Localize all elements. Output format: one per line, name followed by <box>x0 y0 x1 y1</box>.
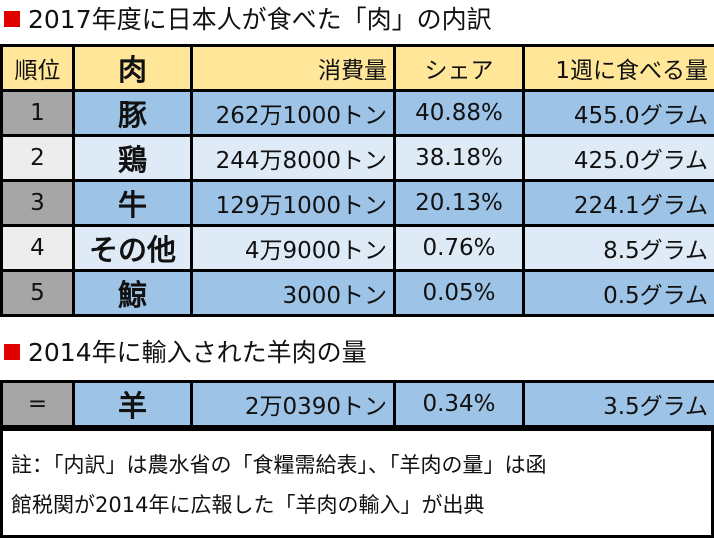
table-cell: 順位 <box>0 44 75 92</box>
table-cell: 1週に食べる量 <box>522 44 714 92</box>
table-row: 順位肉消費量 シェア 1週に食べる量 <box>0 44 714 92</box>
table-row: 2 鶏 244万8000トン 38.18% 425.0グラム <box>0 134 714 182</box>
table-cell: 224.1グラム <box>522 179 714 227</box>
table-cell: 425.0グラム <box>522 134 714 182</box>
table-row: 3 牛 129万1000トン 20.13% 224.1グラム <box>0 179 714 227</box>
table-cell: 20.13% <box>393 179 525 227</box>
table-cell: 肉 <box>72 44 193 92</box>
table-cell: 5 <box>0 269 75 317</box>
table-cell: 1 <box>0 89 75 137</box>
table-cell: 消費量 <box>190 44 396 92</box>
table-cell: 0.76% <box>393 224 525 272</box>
table-cell: 3000トン <box>190 269 396 317</box>
table-cell: 3.5グラム <box>522 380 714 428</box>
lamb-table: = 羊 2万0390トン 0.34% 3.5グラム <box>0 380 714 428</box>
table-cell: 豚 <box>72 89 193 137</box>
table-row: 5 鯨 3000トン 0.05% 0.5グラム <box>0 269 714 317</box>
table-row: = 羊 2万0390トン 0.34% 3.5グラム <box>0 380 714 428</box>
table-cell: 129万1000トン <box>190 179 396 227</box>
table-cell: 40.88% <box>393 89 525 137</box>
meat-table: 順位肉消費量 シェア 1週に食べる量 1 豚 262万1000トン 40.88% 455.0グ… <box>0 44 714 317</box>
note-line: 館税関が2014年に広報した「羊肉の輸入」が出典 <box>11 493 485 517</box>
table-cell: 鶏 <box>72 134 193 182</box>
table-cell: 4万9000トン <box>190 224 396 272</box>
table-cell: 2 <box>0 134 75 182</box>
table-cell: = <box>0 380 75 428</box>
table-cell: 4 <box>0 224 75 272</box>
table-row: 1 豚 262万1000トン 40.88% 455.0グラム <box>0 89 714 137</box>
table-cell: その他 <box>72 224 193 272</box>
table-cell: 0.34% <box>393 380 525 428</box>
table-cell: 455.0グラム <box>522 89 714 137</box>
table-cell: 鯨 <box>72 269 193 317</box>
table-cell: 244万8000トン <box>190 134 396 182</box>
table-cell: 0.05% <box>393 269 525 317</box>
table-cell: 牛 <box>72 179 193 227</box>
section-title: 2014年に輸入された羊肉の量 <box>4 333 367 373</box>
title: 2017年度に日本人が食べた「肉」の内訳 <box>4 0 492 40</box>
note-line: 註：「内訳」は農水省の「食糧需給表」、「羊肉の量」は函 <box>11 453 547 477</box>
table-cell: シェア <box>393 44 525 92</box>
table-cell: 2万0390トン <box>190 380 396 428</box>
table-cell: 羊 <box>72 380 193 428</box>
note: 註：「内訳」は農水省の「食糧需給表」、「羊肉の量」は函 館税関が2014年に広報し… <box>0 428 714 538</box>
table-cell: 262万1000トン <box>190 89 396 137</box>
table-cell: 8.5グラム <box>522 224 714 272</box>
table-cell: 3 <box>0 179 75 227</box>
table-cell: 38.18% <box>393 134 525 182</box>
table-cell: 0.5グラム <box>522 269 714 317</box>
table-row: 4 その他 4万9000トン 0.76% 8.5グラム <box>0 224 714 272</box>
